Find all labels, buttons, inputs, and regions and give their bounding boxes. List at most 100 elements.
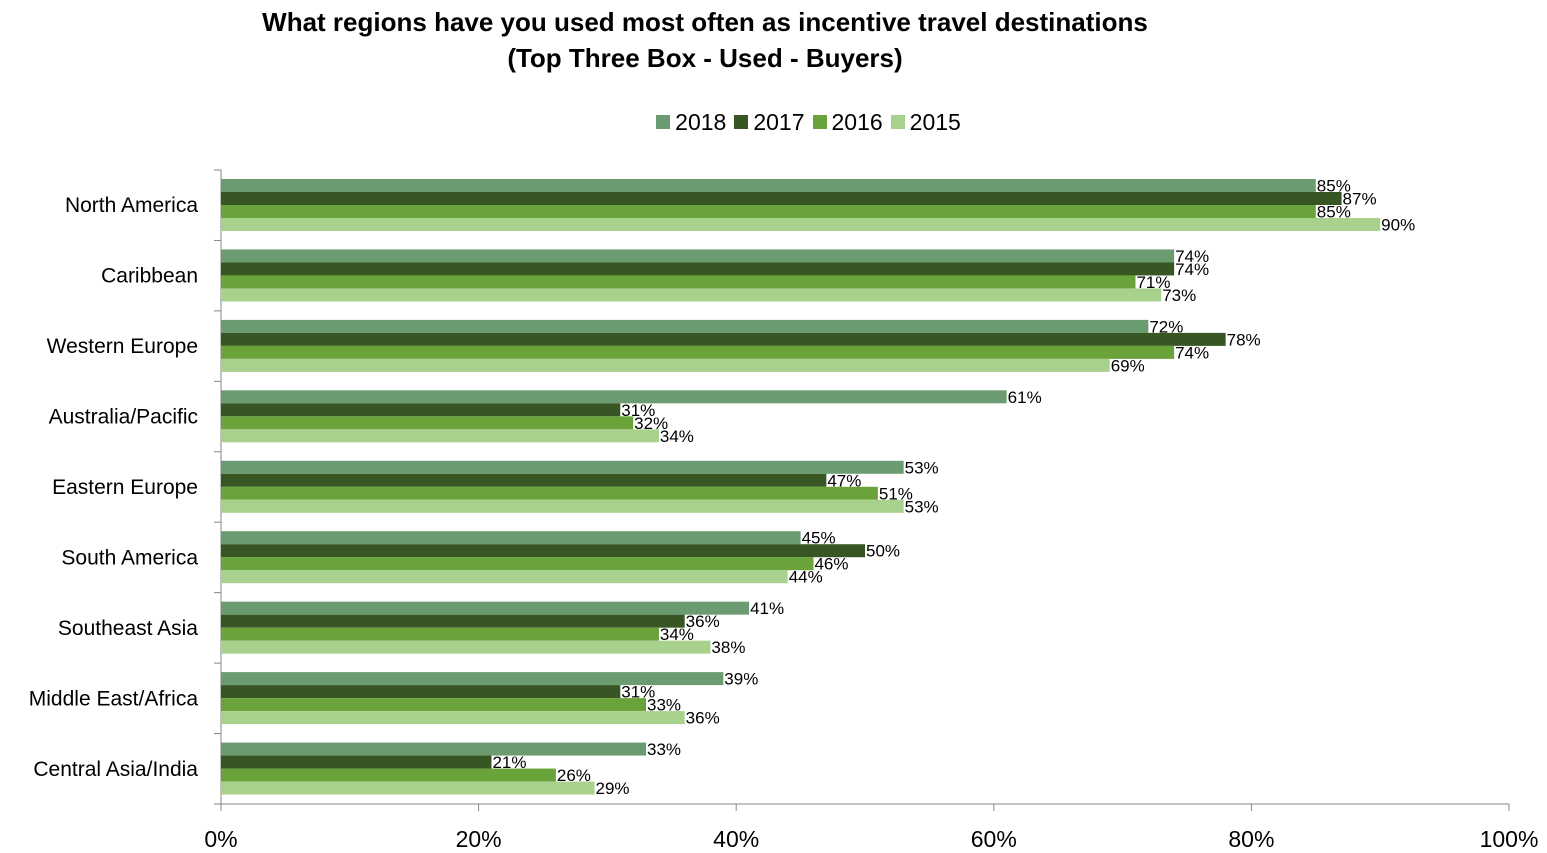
data-label: 72% bbox=[1149, 317, 1183, 336]
legend-item-2015: 2015 bbox=[890, 108, 961, 136]
bar-2017 bbox=[221, 403, 621, 417]
data-label: 45% bbox=[802, 529, 836, 548]
legend-swatch bbox=[734, 115, 749, 129]
data-label: 85% bbox=[1317, 177, 1351, 196]
data-label: 41% bbox=[750, 599, 784, 618]
bar-2016 bbox=[221, 698, 647, 712]
bar-2017 bbox=[221, 755, 492, 769]
bar-2018 bbox=[221, 319, 1149, 333]
data-label: 61% bbox=[1008, 388, 1042, 407]
x-tick-label: 60% bbox=[971, 826, 1017, 852]
legend-swatch bbox=[812, 115, 827, 129]
legend-swatch bbox=[656, 115, 671, 129]
data-label: 39% bbox=[724, 670, 758, 689]
legend: 2018 2017 2016 2015 bbox=[0, 108, 1547, 136]
category-label: Western Europe bbox=[47, 335, 198, 358]
x-tick-label: 100% bbox=[1480, 826, 1539, 852]
data-label: 26% bbox=[557, 766, 591, 785]
data-label: 50% bbox=[866, 542, 900, 561]
bar-2018 bbox=[221, 742, 647, 756]
data-label: 33% bbox=[647, 696, 681, 715]
category-label: Central Asia/India bbox=[33, 758, 198, 781]
bar-2016 bbox=[221, 345, 1175, 359]
data-label: 32% bbox=[634, 414, 668, 433]
legend-swatch bbox=[890, 115, 905, 129]
bar-2015 bbox=[221, 640, 711, 654]
bar-2016 bbox=[221, 768, 556, 782]
category-label: Middle East/Africa bbox=[29, 687, 199, 710]
data-label: 44% bbox=[789, 568, 823, 587]
chart-subtitle: (Top Three Box - Used - Buyers) bbox=[507, 43, 903, 73]
data-label: 34% bbox=[660, 427, 694, 446]
bar-2016 bbox=[221, 275, 1136, 289]
bar-2016 bbox=[221, 486, 878, 500]
bar-2015 bbox=[221, 499, 904, 513]
bar-2015 bbox=[221, 288, 1162, 302]
data-label: 51% bbox=[879, 484, 913, 503]
x-tick-label: 20% bbox=[456, 826, 502, 852]
category-label: North America bbox=[65, 194, 198, 217]
data-label: 90% bbox=[1381, 216, 1415, 235]
bar-2016 bbox=[221, 557, 814, 571]
data-label: 73% bbox=[1162, 286, 1196, 305]
data-label: 21% bbox=[492, 753, 526, 772]
bar-2018 bbox=[221, 601, 750, 615]
data-label: 85% bbox=[1317, 203, 1351, 222]
bar-2017 bbox=[221, 614, 685, 628]
legend-item-2016: 2016 bbox=[812, 108, 883, 136]
data-label: 31% bbox=[621, 401, 655, 420]
data-label: 33% bbox=[647, 740, 681, 759]
legend-label: 2018 bbox=[675, 108, 727, 135]
data-label: 53% bbox=[905, 497, 939, 516]
bar-2015 bbox=[221, 429, 659, 443]
bar-2017 bbox=[221, 192, 1342, 205]
data-label: 46% bbox=[814, 555, 848, 574]
bar-2017 bbox=[221, 332, 1226, 346]
bar-2015 bbox=[221, 711, 685, 725]
data-label: 31% bbox=[621, 683, 655, 702]
legend-label: 2016 bbox=[831, 108, 883, 135]
bar-2018 bbox=[221, 672, 724, 686]
bar-2015 bbox=[221, 358, 1110, 372]
data-label: 36% bbox=[686, 709, 720, 728]
legend-item-2017: 2017 bbox=[734, 109, 805, 136]
bar-2017 bbox=[221, 685, 621, 699]
bar-2018 bbox=[221, 460, 904, 474]
x-tick-label: 0% bbox=[204, 826, 237, 852]
bar-2016 bbox=[221, 416, 634, 430]
bar-2017 bbox=[221, 473, 827, 487]
data-label: 34% bbox=[660, 625, 694, 644]
data-label: 74% bbox=[1175, 343, 1209, 362]
bar-2016 bbox=[221, 205, 1316, 218]
data-label: 36% bbox=[686, 612, 720, 631]
bar-2015 bbox=[221, 570, 788, 584]
bar-2015 bbox=[221, 218, 1381, 231]
data-label: 74% bbox=[1175, 260, 1209, 279]
chart-title-line: What regions have you used most often as… bbox=[262, 7, 1148, 37]
chart-title: What regions have you used most often as… bbox=[0, 4, 1410, 76]
x-tick-label: 80% bbox=[1228, 826, 1274, 852]
category-label: Caribbean bbox=[101, 265, 198, 288]
legend-label: 2015 bbox=[909, 108, 961, 135]
category-label: Southeast Asia bbox=[58, 617, 198, 640]
x-tick-label: 40% bbox=[713, 826, 759, 852]
bar-2018 bbox=[221, 249, 1175, 263]
data-label: 74% bbox=[1175, 247, 1209, 266]
legend-item-2018: 2018 bbox=[656, 109, 726, 136]
data-label: 69% bbox=[1111, 356, 1145, 375]
bar-2018 bbox=[221, 179, 1316, 192]
data-label: 78% bbox=[1227, 330, 1261, 349]
data-label: 71% bbox=[1136, 273, 1170, 292]
bar-2017 bbox=[221, 262, 1175, 276]
data-label: 87% bbox=[1343, 190, 1377, 209]
bar-2015 bbox=[221, 781, 595, 795]
bar-2018 bbox=[221, 531, 801, 545]
data-label: 29% bbox=[596, 779, 630, 798]
category-label: South America bbox=[61, 546, 198, 569]
category-label: Australia/Pacific bbox=[49, 406, 198, 429]
bar-2018 bbox=[221, 390, 1007, 404]
data-label: 38% bbox=[711, 638, 745, 657]
data-label: 53% bbox=[905, 458, 939, 477]
category-label: Eastern Europe bbox=[52, 476, 198, 499]
bar-2017 bbox=[221, 544, 865, 558]
